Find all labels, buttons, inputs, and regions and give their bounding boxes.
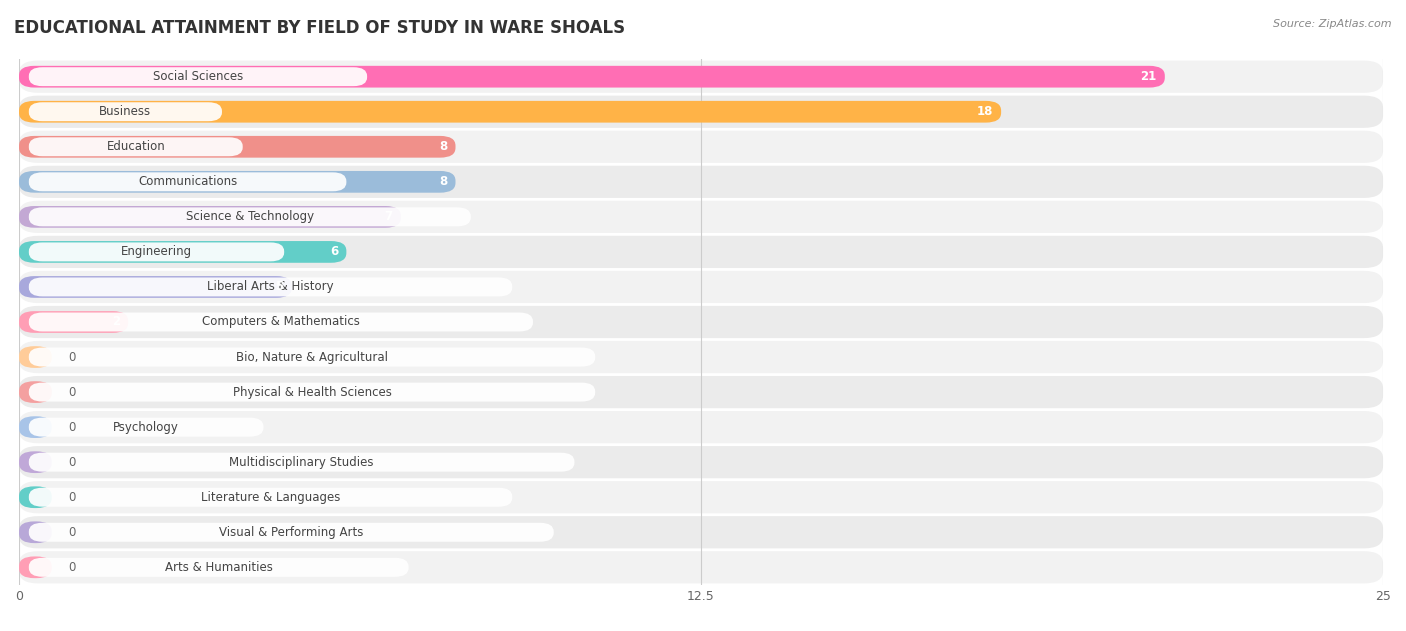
- Text: 0: 0: [67, 456, 76, 469]
- FancyBboxPatch shape: [28, 452, 575, 471]
- Text: Visual & Performing Arts: Visual & Performing Arts: [219, 526, 364, 539]
- FancyBboxPatch shape: [28, 138, 243, 156]
- FancyBboxPatch shape: [28, 68, 367, 86]
- Text: Physical & Health Sciences: Physical & Health Sciences: [232, 386, 391, 399]
- Text: 0: 0: [67, 491, 76, 504]
- Text: Education: Education: [107, 140, 165, 153]
- FancyBboxPatch shape: [20, 346, 52, 368]
- Text: Liberal Arts & History: Liberal Arts & History: [207, 280, 333, 293]
- Text: EDUCATIONAL ATTAINMENT BY FIELD OF STUDY IN WARE SHOALS: EDUCATIONAL ATTAINMENT BY FIELD OF STUDY…: [14, 19, 626, 37]
- Text: 7: 7: [385, 210, 392, 223]
- FancyBboxPatch shape: [20, 201, 1384, 233]
- Text: 18: 18: [977, 105, 993, 118]
- Text: 0: 0: [67, 561, 76, 574]
- FancyBboxPatch shape: [28, 278, 512, 297]
- Text: Computers & Mathematics: Computers & Mathematics: [202, 316, 360, 329]
- Text: 2: 2: [112, 316, 120, 329]
- FancyBboxPatch shape: [20, 306, 1384, 338]
- FancyBboxPatch shape: [20, 96, 1384, 128]
- FancyBboxPatch shape: [28, 558, 409, 577]
- FancyBboxPatch shape: [28, 382, 595, 401]
- Text: 0: 0: [67, 421, 76, 433]
- FancyBboxPatch shape: [28, 418, 263, 437]
- FancyBboxPatch shape: [20, 341, 1384, 373]
- Text: Psychology: Psychology: [114, 421, 179, 433]
- FancyBboxPatch shape: [28, 523, 554, 542]
- FancyBboxPatch shape: [20, 481, 1384, 514]
- FancyBboxPatch shape: [20, 551, 1384, 584]
- FancyBboxPatch shape: [20, 206, 401, 228]
- FancyBboxPatch shape: [28, 172, 346, 191]
- FancyBboxPatch shape: [20, 276, 292, 298]
- Text: Business: Business: [100, 105, 152, 118]
- FancyBboxPatch shape: [20, 136, 456, 158]
- Text: 8: 8: [439, 175, 447, 188]
- FancyBboxPatch shape: [28, 208, 471, 227]
- Text: Multidisciplinary Studies: Multidisciplinary Studies: [229, 456, 374, 469]
- FancyBboxPatch shape: [20, 516, 1384, 548]
- FancyBboxPatch shape: [20, 446, 1384, 478]
- Text: 0: 0: [67, 526, 76, 539]
- FancyBboxPatch shape: [20, 101, 1001, 122]
- FancyBboxPatch shape: [20, 487, 52, 508]
- FancyBboxPatch shape: [20, 521, 52, 543]
- FancyBboxPatch shape: [28, 488, 512, 507]
- Text: Science & Technology: Science & Technology: [186, 210, 314, 223]
- FancyBboxPatch shape: [20, 271, 1384, 303]
- Text: 6: 6: [330, 245, 339, 259]
- FancyBboxPatch shape: [28, 312, 533, 331]
- FancyBboxPatch shape: [20, 381, 52, 403]
- FancyBboxPatch shape: [20, 236, 1384, 268]
- Text: Social Sciences: Social Sciences: [153, 70, 243, 83]
- Text: 8: 8: [439, 140, 447, 153]
- Text: Bio, Nature & Agricultural: Bio, Nature & Agricultural: [236, 351, 388, 363]
- Text: 5: 5: [276, 280, 284, 293]
- FancyBboxPatch shape: [20, 241, 346, 262]
- FancyBboxPatch shape: [28, 242, 284, 261]
- Text: Source: ZipAtlas.com: Source: ZipAtlas.com: [1274, 19, 1392, 29]
- Text: 21: 21: [1140, 70, 1157, 83]
- Text: Arts & Humanities: Arts & Humanities: [165, 561, 273, 574]
- Text: 0: 0: [67, 386, 76, 399]
- FancyBboxPatch shape: [20, 131, 1384, 163]
- FancyBboxPatch shape: [20, 171, 456, 192]
- FancyBboxPatch shape: [20, 376, 1384, 408]
- FancyBboxPatch shape: [20, 66, 1164, 88]
- FancyBboxPatch shape: [28, 348, 595, 367]
- Text: 0: 0: [67, 351, 76, 363]
- FancyBboxPatch shape: [20, 451, 52, 473]
- FancyBboxPatch shape: [20, 166, 1384, 198]
- FancyBboxPatch shape: [20, 416, 52, 438]
- FancyBboxPatch shape: [20, 61, 1384, 93]
- FancyBboxPatch shape: [20, 311, 128, 333]
- Text: Literature & Languages: Literature & Languages: [201, 491, 340, 504]
- Text: Communications: Communications: [138, 175, 238, 188]
- FancyBboxPatch shape: [20, 557, 52, 578]
- FancyBboxPatch shape: [28, 102, 222, 121]
- Text: Engineering: Engineering: [121, 245, 193, 259]
- FancyBboxPatch shape: [20, 411, 1384, 443]
